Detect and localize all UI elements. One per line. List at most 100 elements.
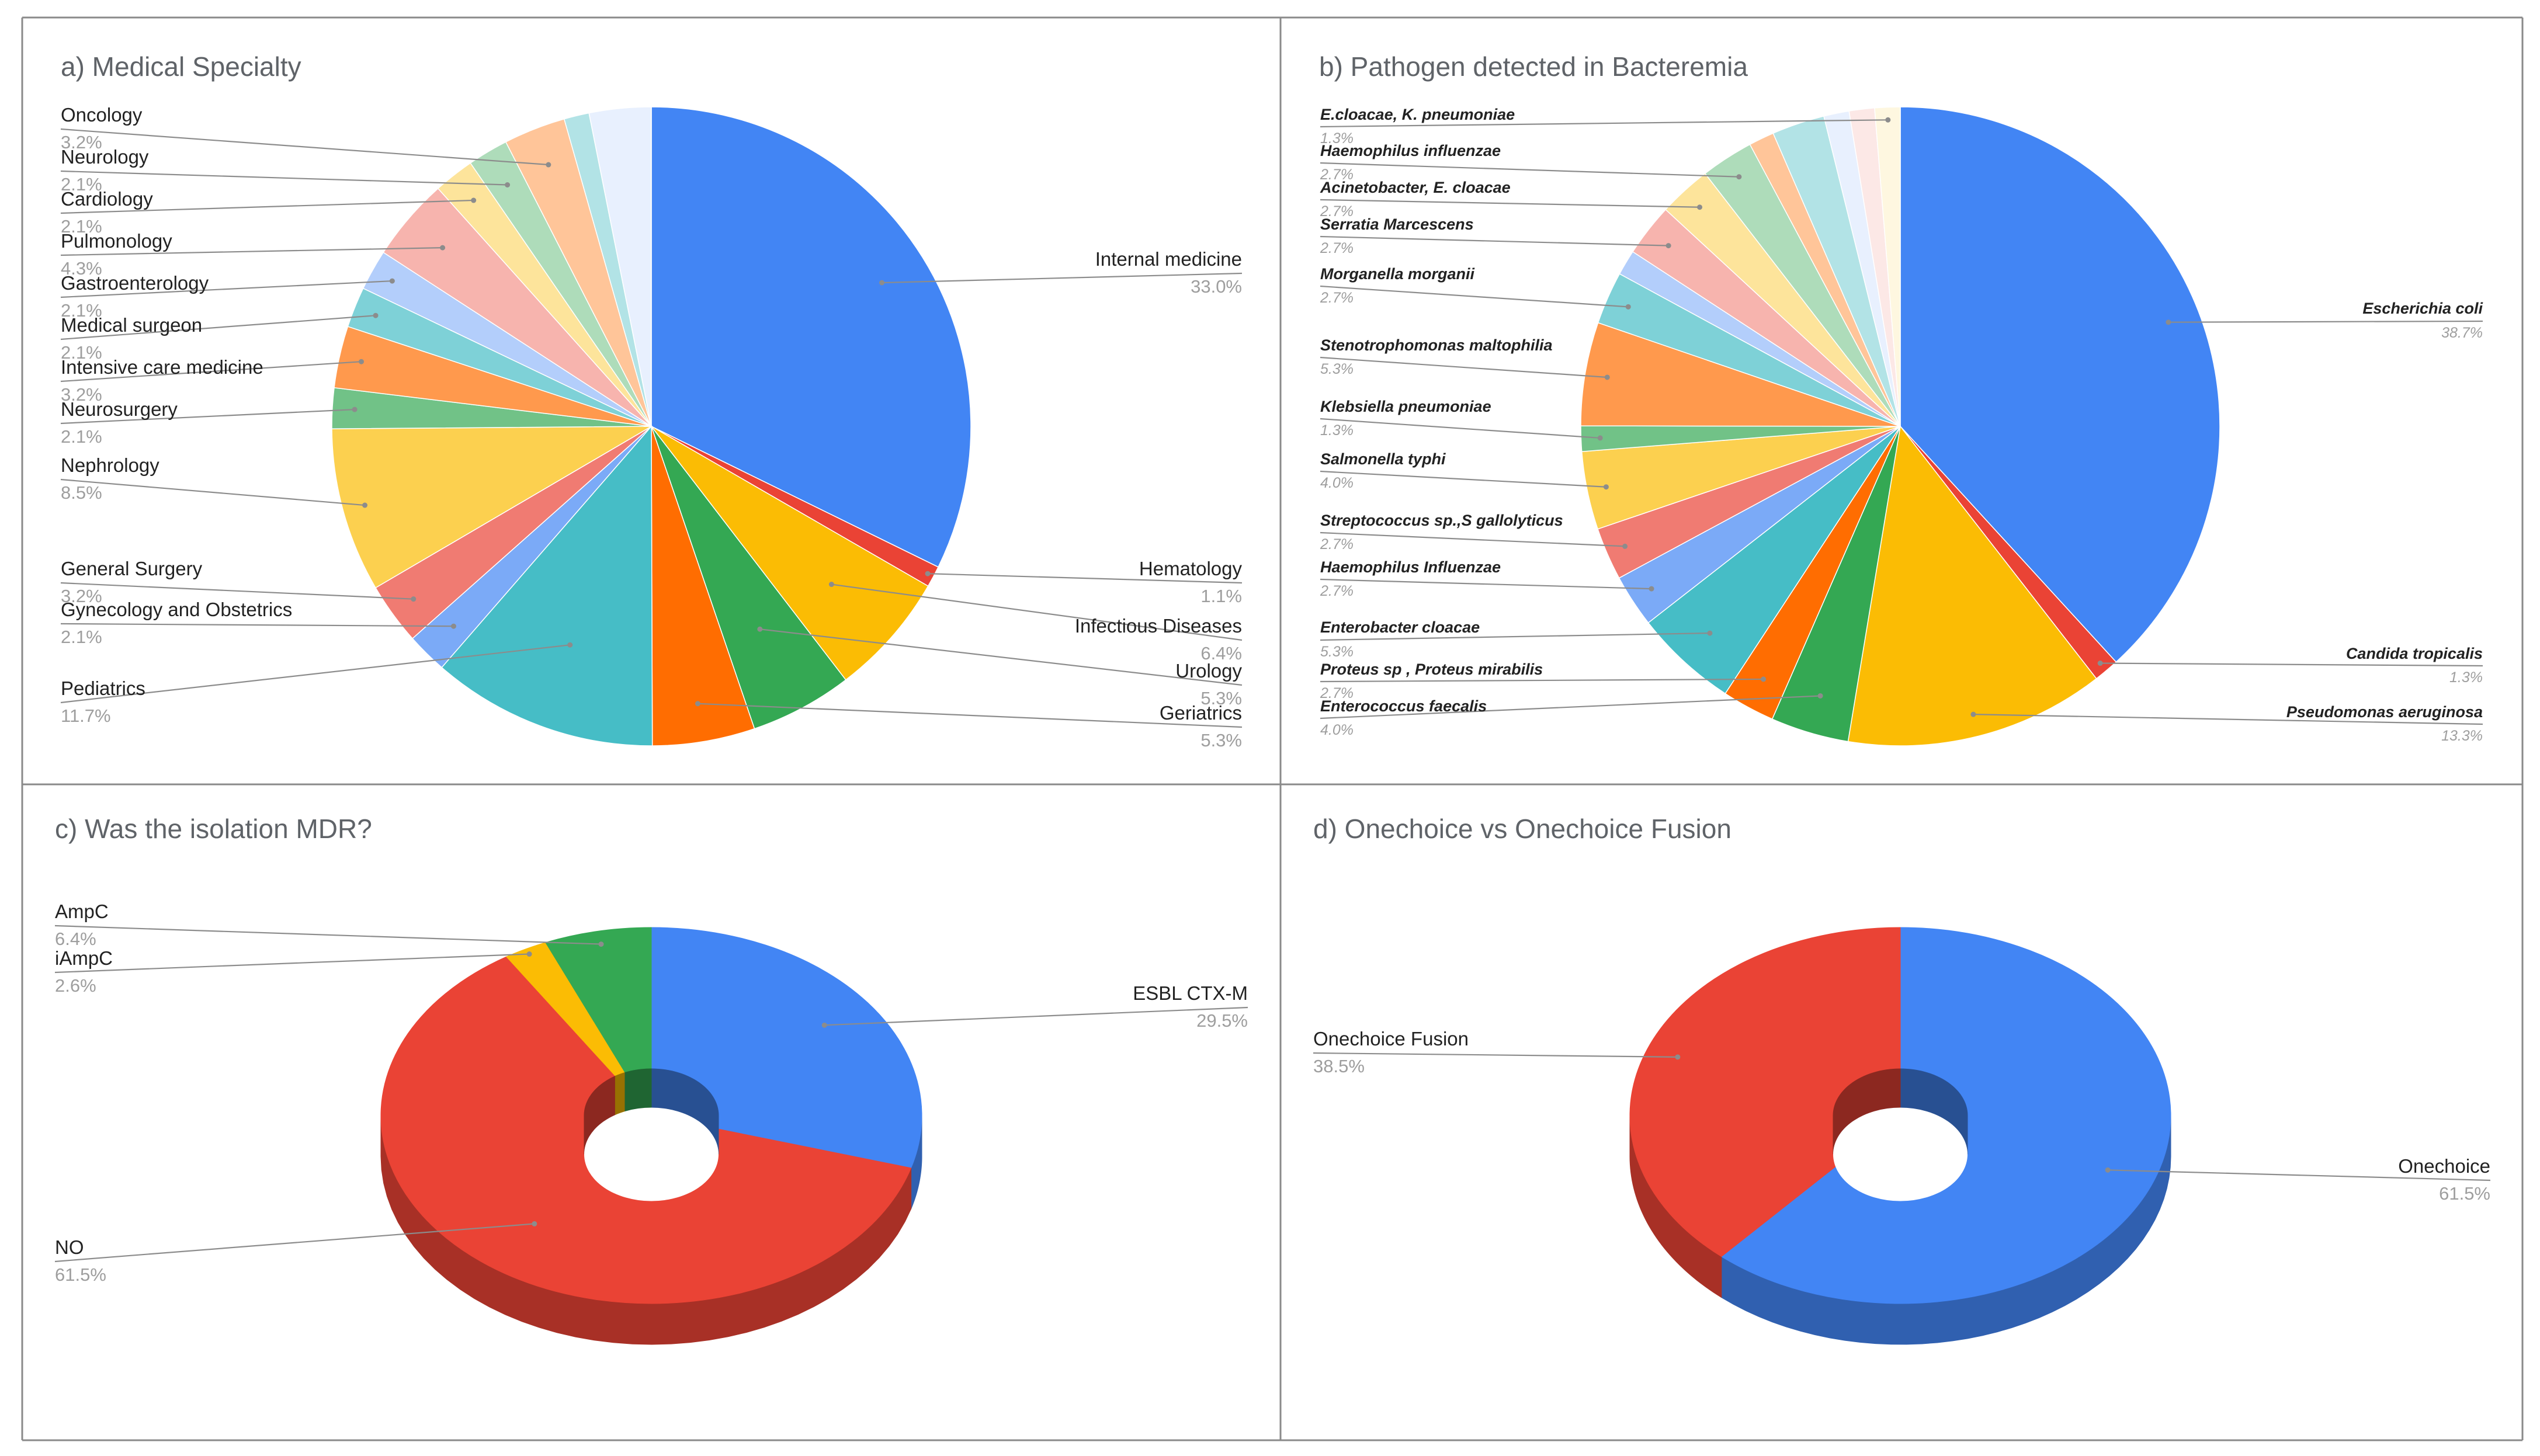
panel-c-pct-ampc: 6.4% — [55, 929, 96, 949]
panel-a-pct-gynecology-and-obstetrics: 2.1% — [61, 627, 102, 647]
panel-b-label-proteus-sp-proteus-mirabilis: Proteus sp , Proteus mirabilis — [1320, 661, 1543, 678]
panel-b-label-streptococcus-sp-s-gallolyticus: Streptococcus sp.,S gallolyticus — [1320, 512, 1563, 529]
panel-b-leader-proteus-sp-proteus-mirabilis — [1320, 678, 1764, 683]
panel-b-leader-dot-klebsiella-pneumoniae — [1597, 435, 1603, 441]
panel-a-leader-dot-gastroenterology — [389, 278, 395, 284]
panel-b-slice-e-cloacae-k-pneumoniae — [1874, 106, 1901, 427]
panel-a-leader-dot-gynecology-and-obstetrics — [450, 623, 456, 629]
panel-a-leader-neurology — [60, 170, 508, 186]
panel-b-leader-dot-enterobacter-cloacae — [1707, 630, 1713, 636]
panel-a-leader-intensive-care-medicine — [60, 361, 362, 383]
panel-b-label-enterobacter-cloacae: Enterobacter cloacae — [1320, 618, 1480, 636]
panel-a-slice-pediatrics — [441, 425, 653, 746]
panel-a-label-gynecology-and-obstetrics: Gynecology and Obstetrics — [61, 599, 292, 620]
panel-a-label-pulmonology: Pulmonology — [61, 230, 172, 252]
panel-a-label-intensive-care-medicine: Intensive care medicine — [61, 356, 263, 378]
panel-d-onechoice-donut: Onechoice 61.5% Onechoice Fusion 38.5% — [1313, 927, 2491, 1345]
panel-a-pct-neurology: 2.1% — [61, 174, 102, 194]
panel-a-pct-pediatrics: 11.7% — [61, 706, 111, 726]
panel-a-pct-medical-surgeon: 2.1% — [61, 342, 102, 363]
panel-a-leader-internal-medicine — [882, 272, 1243, 284]
panel-b-pathogen-pie: Escherichia coli 38.7% Candida tropicalis 1… — [1320, 106, 2483, 746]
panel-a-slice-infectious-diseases — [651, 426, 929, 681]
panel-d-hole — [1833, 1107, 1968, 1201]
panel-a-leader-nephrology — [60, 478, 365, 506]
panel-b-leader-dot-haemophilus-influenzae — [1649, 586, 1654, 592]
panel-b-title: b) Pathogen detected in Bacteremia — [1319, 51, 1748, 82]
panel-b-leader-stenotrophomonas-maltophilia — [1320, 356, 1608, 378]
panel-a-label-medical-surgeon: Medical surgeon — [61, 314, 202, 336]
panel-a-pct-nephrology: 8.5% — [61, 482, 102, 503]
panel-c-mdr-donut: ESBL CTX-M 29.5% NO 61.5% iAmpC 2.6% AmpC 6.4% — [54, 901, 1248, 1345]
panel-b-pct-pseudomonas-aeruginosa: 13.3% — [2441, 728, 2483, 744]
panel-b-pct-enterobacter-cloacae: 5.3% — [1320, 644, 1354, 660]
panel-c-pct-iampc: 2.6% — [55, 975, 96, 996]
panel-c-leader-ampc — [54, 925, 602, 945]
panel-b-leader-haemophilus-influenzae — [1320, 578, 1652, 590]
panel-frames — [21, 16, 2524, 1441]
panel-a-label-nephrology: Nephrology — [61, 454, 159, 476]
panel-b-leader-escherichia-coli — [2168, 320, 2483, 323]
panel-b-label-morganella-morganii: Morganella morganii — [1320, 265, 1475, 283]
panel-a-label-neurosurgery: Neurosurgery — [61, 398, 178, 420]
panel-c-leader-dot-ampc — [598, 941, 604, 947]
panel-a-leader-geriatrics — [698, 703, 1243, 728]
panel-b-leader-dot-morganella-morganii — [1625, 304, 1631, 310]
panel-c-hole-wall-ampc-1 — [624, 1068, 652, 1112]
panel-b-pct-klebsiella-pneumoniae: 1.3% — [1320, 422, 1354, 439]
panel-b-pct-serratia-marcescens: 2.7% — [1320, 240, 1354, 256]
panel-a-label-geriatrics: Geriatrics — [1160, 702, 1242, 724]
panel-b-label-haemophilus-influenzae: Haemophilus influenzae — [1320, 142, 1501, 159]
panel-a-leader-pulmonology — [60, 247, 443, 256]
panel-a-leader-infectious-diseases — [831, 583, 1243, 641]
panel-b-slice-stenotrophomonas-maltophilia — [1580, 322, 1901, 427]
panel-d-title: d) Onechoice vs Onechoice Fusion — [1313, 814, 1731, 844]
panel-b-pct-acinetobacter-e-cloacae: 2.7% — [1320, 203, 1354, 220]
panel-a-pct-general-surgery: 3.2% — [61, 586, 102, 606]
panel-b-leader-dot-escherichia-coli — [2166, 319, 2171, 325]
panel-a-slice-internal-medicine — [651, 106, 971, 568]
panel-c-hole-wall-iampc-1 — [615, 1072, 626, 1116]
panel-c-leader-no — [54, 1223, 535, 1263]
panel-c-leader-esbl-ctx-m — [824, 1006, 1248, 1026]
panel-d-leader-dot-onechoice — [2105, 1167, 2111, 1173]
panel-b-leader-pseudomonas-aeruginosa — [1973, 714, 2483, 725]
panel-a-leader-cardiology — [60, 199, 474, 214]
panel-c-label-iampc: iAmpC — [55, 947, 113, 969]
panel-a-leader-dot-general-surgery — [411, 596, 417, 602]
panel-c-leader-dot-iampc — [526, 951, 532, 957]
panel-a-slice-nephrology — [331, 426, 653, 589]
panel-b-label-candida-tropicalis: Candida tropicalis — [2346, 645, 2483, 662]
panel-c-pct-no: 61.5% — [55, 1264, 106, 1285]
panel-b-pct-escherichia-coli: 38.7% — [2441, 325, 2483, 341]
panel-a-leader-dot-pulmonology — [440, 245, 446, 251]
panel-a-label-general-surgery: General Surgery — [61, 558, 203, 579]
panel-d-leader-dot-onechoice-fusion — [1675, 1054, 1681, 1060]
panel-a-leader-dot-geriatrics — [695, 701, 700, 707]
panel-c-label-esbl-ctx-m: ESBL CTX-M — [1133, 982, 1248, 1004]
panel-a-label-pediatrics: Pediatrics — [61, 677, 145, 699]
panel-a-leader-dot-medical-surgeon — [373, 312, 379, 318]
panel-d-label-onechoice-fusion: Onechoice Fusion — [1313, 1028, 1469, 1050]
panel-a-label-urology: Urology — [1175, 660, 1242, 682]
panel-a-label-infectious-diseases: Infectious Diseases — [1075, 615, 1242, 637]
panel-b-leader-e-cloacae-k-pneumoniae — [1320, 119, 1888, 128]
panel-b-leader-enterococcus-faecalis — [1320, 695, 1821, 720]
panel-b-leader-dot-candida-tropicalis — [2097, 661, 2103, 666]
panel-a-label-oncology: Oncology — [61, 104, 143, 126]
panel-b-label-serratia-marcescens: Serratia Marcescens — [1320, 216, 1474, 233]
panel-a-leader-neurosurgery — [60, 409, 355, 425]
panel-a-leader-gastroenterology — [60, 280, 393, 298]
panel-b-leader-dot-pseudomonas-aeruginosa — [1970, 711, 1976, 717]
panel-b-leader-dot-serratia-marcescens — [1665, 243, 1671, 249]
panel-a-title: a) Medical Specialty — [61, 51, 301, 82]
panel-c-leader-dot-esbl-ctx-m — [821, 1022, 827, 1028]
panel-a-pct-cardiology: 2.1% — [61, 216, 102, 237]
panel-a-label-hematology: Hematology — [1139, 558, 1243, 579]
panel-b-leader-enterobacter-cloacae — [1320, 632, 1710, 641]
panel-b-leader-dot-enterococcus-faecalis — [1817, 693, 1823, 699]
panel-c-label-no: NO — [55, 1236, 84, 1258]
panel-a-pct-urology: 5.3% — [1200, 688, 1242, 708]
panel-b-pct-haemophilus-influenzae: 2.7% — [1320, 583, 1354, 599]
